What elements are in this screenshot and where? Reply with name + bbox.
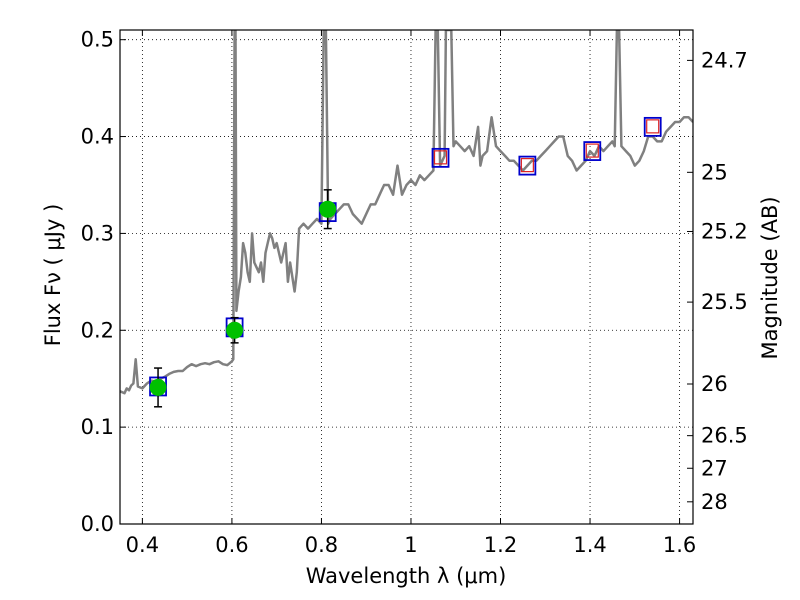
observed-point [149, 378, 167, 396]
predicted-flux-box [520, 158, 534, 173]
mag-tick-label: 26 [701, 372, 728, 396]
plot-frame [119, 29, 694, 525]
observed-point [226, 321, 244, 339]
mag-tick-label: 26.5 [701, 424, 748, 448]
series-layer [120, 30, 693, 408]
y-tick-label: 0.3 [81, 221, 114, 245]
model-photometry-box [431, 147, 450, 168]
x-tick-label: 0.8 [305, 533, 338, 557]
axis-ticks: 0.4 0.6 0.8 1 1.2 1.4 1.6 0.0 0.1 0.2 0.3 0.4 0.5 24.… [81, 28, 748, 557]
plot-area [120, 30, 693, 408]
x-axis-label: Wavelength λ (μm) [306, 564, 507, 588]
y-tick-label: 0.1 [81, 415, 114, 439]
x-tick-label: 1.6 [663, 533, 696, 557]
right-axis-label: Magnitude (AB) [758, 196, 782, 359]
grid-lines [120, 30, 693, 525]
model-photometry-box [643, 116, 662, 137]
observed-point [319, 200, 337, 218]
model-photometry-box [583, 141, 602, 161]
y-tick-label: 0.5 [81, 28, 114, 52]
y-tick-label: 0.4 [81, 125, 114, 149]
y-tick-label: 0.2 [81, 318, 114, 342]
predicted-flux-box [585, 143, 599, 158]
x-tick-label: 1.4 [573, 533, 606, 557]
mag-tick-label: 24.7 [701, 48, 748, 72]
model-photometry-box [518, 155, 537, 176]
mag-tick-label: 25.5 [701, 290, 748, 314]
x-tick-label: 1 [404, 533, 417, 557]
y-axis-label: Flux Fν ( μJy ) [41, 204, 65, 347]
model-spectrum-line [120, 30, 693, 395]
x-tick-label: 0.6 [215, 533, 248, 557]
predicted-flux-box [646, 119, 660, 134]
mag-tick-label: 25.2 [701, 219, 748, 243]
predicted-flux-box [433, 150, 448, 165]
y-tick-label: 0.0 [81, 512, 114, 536]
mag-tick-label: 27 [701, 456, 728, 480]
mag-tick-label: 25 [701, 160, 728, 184]
x-tick-label: 1.2 [484, 533, 517, 557]
mag-tick-label: 28 [701, 490, 728, 514]
x-tick-label: 0.4 [126, 533, 159, 557]
